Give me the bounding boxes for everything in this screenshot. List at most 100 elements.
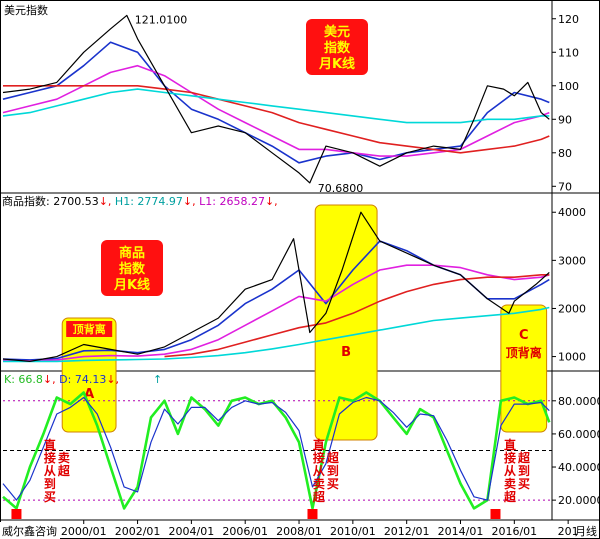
signal-label-char: 到 — [44, 476, 56, 491]
divergence-label: 顶背离 — [73, 322, 106, 336]
series-line-ma-magenta — [2, 264, 550, 362]
footer-brand: 威尔鑫咨询 — [2, 524, 57, 538]
signal-label-char: 直 — [313, 437, 325, 452]
y-tick-label: 60.0000 — [558, 428, 600, 441]
series-line-ma-magenta — [2, 64, 550, 157]
y-tick-label: 110 — [558, 46, 579, 59]
signal-label-char: 卖 — [313, 476, 325, 491]
commodity-badge-text: 月K线 — [113, 277, 150, 293]
x-tick-label: 201 — [558, 525, 579, 538]
header-part: 2774.97 — [137, 195, 183, 208]
highlight-box — [500, 304, 548, 433]
header-part: ↓, — [265, 195, 278, 208]
x-tick-label: 2008/01 — [276, 525, 322, 538]
divergence-label: 顶背离 — [506, 345, 542, 360]
signal-label-char: 接 — [44, 450, 56, 465]
signal-label-char: 超 — [517, 450, 531, 465]
signal-label-char: 从 — [313, 464, 325, 478]
y-tick-label: 40.0000 — [558, 461, 600, 474]
commodity-header: 商品指数: 2700.53↓, H1: 2774.97↓, L1: 2658.2… — [2, 194, 278, 208]
signal-label-char: 从 — [504, 464, 516, 478]
header-part: ↓, — [183, 195, 199, 208]
signal-arrow: ↑ — [153, 373, 162, 386]
signal-label-char: 超 — [312, 489, 326, 504]
commodity-badge-text: 指数 — [119, 261, 146, 277]
header-part: 2700.53 — [53, 195, 99, 208]
signal-label-char: 到 — [327, 463, 339, 478]
signal-label-char: 接 — [504, 450, 516, 465]
signal-label-char: 卖 — [504, 476, 516, 491]
signal-label-char: 接 — [313, 450, 325, 465]
header-part: ↓, — [43, 373, 59, 386]
signal-label-char: 超 — [503, 489, 517, 504]
kd-header: K: 66.8↓, D: 74.13↓, — [4, 373, 119, 386]
y-tick-label: 20.0000 — [558, 494, 600, 507]
usd-badge-bg — [306, 19, 368, 75]
header-part: K: — [4, 373, 18, 386]
price-annotation: 121.0100 — [135, 13, 188, 26]
x-tick-label: 2002/01 — [115, 525, 161, 538]
box-letter: A — [84, 387, 94, 402]
y-tick-label: 4000 — [558, 206, 586, 219]
signal-label-char: 买 — [327, 477, 339, 491]
y-tick-label: 3000 — [558, 254, 586, 267]
series-line-K — [2, 391, 551, 510]
signal-label-char: 到 — [518, 463, 530, 478]
commodity-badge-bg — [101, 240, 163, 296]
x-tick-label: 2006/01 — [222, 525, 268, 538]
header-part: D: — [59, 373, 75, 386]
buy-marker — [11, 509, 22, 519]
series-line-price — [2, 14, 550, 184]
x-tick-label: 2016/01 — [491, 525, 537, 538]
signal-label-char: 买 — [518, 477, 530, 491]
y-tick-label: 100 — [558, 80, 579, 93]
price-annotation: 70.6800 — [318, 182, 364, 195]
box-letter: B — [341, 345, 351, 360]
period-label: 月线 — [575, 524, 597, 538]
y-tick-label: 120 — [558, 13, 579, 26]
series-line-ma-cyan — [2, 88, 550, 124]
series-line-ma-blue — [2, 41, 550, 164]
x-tick-label: 2014/01 — [438, 525, 484, 538]
box-letter: C — [519, 328, 529, 343]
divergence-label-bg — [66, 321, 113, 337]
x-tick-label: 2004/01 — [169, 525, 215, 538]
y-tick-label: 80 — [558, 147, 572, 160]
header-part: 74.13 — [75, 373, 107, 386]
x-axis: 2000/01 2002/01 2004/01 2006/01 2008/01 2010/… — [0, 520, 597, 539]
header-part: ↓, — [99, 195, 115, 208]
series-line-ma-red — [3, 85, 550, 154]
x-tick-label: 2012/01 — [384, 525, 430, 538]
usd-index-panel: 70 80 90 100 110 120 美元指数 121.0100 70.6800 美元指数月K… — [2, 3, 579, 195]
y-tick-label: 2000 — [558, 302, 586, 315]
usd-badge-text: 月K线 — [318, 56, 355, 72]
y-tick-label: 80.0000 — [558, 395, 600, 408]
x-tick-label: 2010/01 — [330, 525, 376, 538]
signal-label-char: 直 — [44, 437, 56, 452]
signal-label-char: 买 — [44, 490, 56, 504]
y-tick-label: 1000 — [558, 351, 586, 364]
signal-label-char: 超 — [326, 450, 340, 465]
buy-marker — [490, 509, 501, 519]
signal-label-char: 直 — [504, 437, 516, 452]
signal-label-char: 卖 — [58, 450, 70, 465]
commodity-badge-text: 商品 — [119, 245, 145, 261]
series-line-price — [2, 211, 550, 362]
header-part: ↓, — [106, 373, 119, 386]
signal-label-char: 从 — [44, 464, 56, 478]
header-part: 商品指数: — [2, 194, 53, 208]
y-tick-label: 90 — [558, 113, 572, 126]
series-line-ma-red — [164, 273, 550, 358]
header-part: 66.8 — [18, 373, 43, 386]
header-part: 2658.27 — [219, 195, 265, 208]
buy-marker — [307, 509, 318, 519]
header-part: L1: — [199, 195, 219, 208]
highlight-box — [314, 204, 378, 441]
header-part: H1: — [115, 195, 137, 208]
panel-title: 美元指数 — [4, 3, 48, 17]
footer-bg — [0, 522, 60, 539]
